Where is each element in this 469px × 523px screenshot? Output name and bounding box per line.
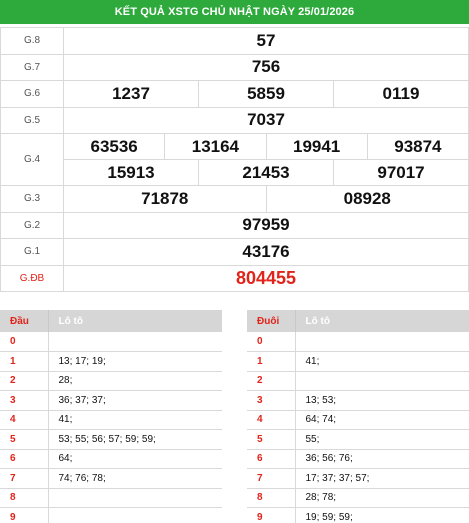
dau-number: 1 xyxy=(0,351,49,372)
table-row: 8 28; 78; xyxy=(247,488,469,508)
dau-values xyxy=(48,488,222,508)
dau-number: 8 xyxy=(0,488,49,508)
table-row: 7 17; 37; 37; 57; xyxy=(247,468,469,489)
prize-label-g7: G.7 xyxy=(0,53,64,81)
prize-value-g4-3: 19941 xyxy=(265,133,368,160)
table-row: 0 xyxy=(247,332,469,352)
duoi-values xyxy=(295,371,469,391)
prize-label-gdb: G.ĐB xyxy=(0,264,64,292)
dau-number: 4 xyxy=(0,410,49,430)
duoi-values: 28; 78; xyxy=(295,488,469,508)
dau-number: 7 xyxy=(0,468,49,489)
dau-values: 41; xyxy=(48,410,222,430)
prize-label-g8: G.8 xyxy=(0,27,64,55)
dau-values: 74; 76; 78; xyxy=(48,468,222,489)
prize-value-g4-1: 63536 xyxy=(62,133,166,160)
dau-values xyxy=(48,507,222,523)
dau-values: 53; 55; 56; 57; 59; 59; xyxy=(48,429,222,450)
prize-value-g4-5: 15913 xyxy=(63,159,199,186)
prize-table: G.8 57 G.7 756 G.6 1237 5859 0119 G.5 70… xyxy=(0,27,469,292)
table-row: 9 19; 59; 59; xyxy=(247,507,469,523)
table-row: 1 41; xyxy=(247,351,469,372)
duoi-values: 17; 37; 37; 57; xyxy=(295,468,469,489)
table-row: 0 xyxy=(0,332,222,352)
duoi-values: 41; xyxy=(295,351,469,372)
dau-number: 3 xyxy=(0,390,49,411)
prize-label-g4: G.4 xyxy=(0,133,64,186)
prize-value-gdb: 804455 xyxy=(63,264,469,292)
duoi-number: 4 xyxy=(247,410,296,430)
duoi-column-header: Đuôi xyxy=(247,310,296,332)
duoi-values: 19; 59; 59; xyxy=(295,507,469,523)
prize-value-g8: 57 xyxy=(63,27,469,55)
table-row: 4 41; xyxy=(0,410,222,430)
table-row: 5 53; 55; 56; 57; 59; 59; xyxy=(0,429,222,450)
dau-number: 2 xyxy=(0,371,49,391)
prize-value-g6-3: 0119 xyxy=(333,80,469,108)
dau-values: 13; 17; 19; xyxy=(48,351,222,372)
prize-value-g5: 7037 xyxy=(63,106,469,134)
prize-value-g3-1: 71878 xyxy=(63,185,267,213)
table-row: 2 xyxy=(247,371,469,391)
dau-number: 6 xyxy=(0,449,49,469)
dau-number: 9 xyxy=(0,507,49,523)
prize-value-g4-4: 93874 xyxy=(366,133,469,160)
table-row: 1 13; 17; 19; xyxy=(0,351,222,372)
results-title: KẾT QUẢ XSTG CHỦ NHẬT NGÀY 25/01/2026 xyxy=(114,6,355,18)
prize-value-g4-6: 21453 xyxy=(198,159,334,186)
prize-value-g4-7: 97017 xyxy=(333,159,469,186)
prize-value-g4-2: 13164 xyxy=(164,133,267,160)
table-row: 9 xyxy=(0,507,222,523)
table-row: 3 13; 53; xyxy=(247,390,469,411)
prize-value-g6-2: 5859 xyxy=(198,80,334,108)
dau-values: 64; xyxy=(48,449,222,469)
dau-values xyxy=(48,332,222,352)
prize-value-g1: 43176 xyxy=(63,238,469,266)
duoi-number: 0 xyxy=(247,332,296,352)
duoi-values: 36; 56; 76; xyxy=(295,449,469,469)
table-row: 6 36; 56; 76; xyxy=(247,449,469,469)
dau-number: 5 xyxy=(0,429,49,450)
duoi-loto-header: Lô tô xyxy=(295,310,469,332)
duoi-values: 64; 74; xyxy=(295,410,469,430)
prize-label-g6: G.6 xyxy=(0,80,64,108)
duoi-number: 2 xyxy=(247,371,296,391)
dau-values: 28; xyxy=(48,371,222,391)
prize-label-g2: G.2 xyxy=(0,211,64,239)
results-header: KẾT QUẢ XSTG CHỦ NHẬT NGÀY 25/01/2026 xyxy=(0,0,469,24)
duoi-values: 13; 53; xyxy=(295,390,469,411)
table-row: 4 64; 74; xyxy=(247,410,469,430)
table-row: 5 55; xyxy=(247,429,469,450)
duoi-number: 9 xyxy=(247,507,296,523)
prize-value-g2: 97959 xyxy=(63,211,469,239)
dau-number: 0 xyxy=(0,332,49,352)
duoi-number: 8 xyxy=(247,488,296,508)
dau-column-header: Đầu xyxy=(0,310,49,332)
duoi-number: 3 xyxy=(247,390,296,411)
table-row: 6 64; xyxy=(0,449,222,469)
prize-label-g5: G.5 xyxy=(0,106,64,134)
duoi-number: 1 xyxy=(247,351,296,372)
table-row: 8 xyxy=(0,488,222,508)
prize-value-g7: 756 xyxy=(63,53,469,81)
duoi-values: 55; xyxy=(295,429,469,450)
dau-loto-header: Lô tô xyxy=(48,310,222,332)
dau-values: 36; 37; 37; xyxy=(48,390,222,411)
table-row: 7 74; 76; 78; xyxy=(0,468,222,489)
prize-label-g3: G.3 xyxy=(0,185,64,213)
table-row: 3 36; 37; 37; xyxy=(0,390,222,411)
duoi-values xyxy=(295,332,469,352)
prize-value-g3-2: 08928 xyxy=(265,185,469,213)
prize-value-g6-1: 1237 xyxy=(63,80,199,108)
duoi-number: 5 xyxy=(247,429,296,450)
duoi-number: 7 xyxy=(247,468,296,489)
prize-label-g1: G.1 xyxy=(0,238,64,266)
duoi-number: 6 xyxy=(247,449,296,469)
loto-dau-table: Đầu Lô tô 0 1 13; 17; 19; 2 28; 3 36; 37; 3… xyxy=(0,310,222,523)
table-row: 2 28; xyxy=(0,371,222,391)
